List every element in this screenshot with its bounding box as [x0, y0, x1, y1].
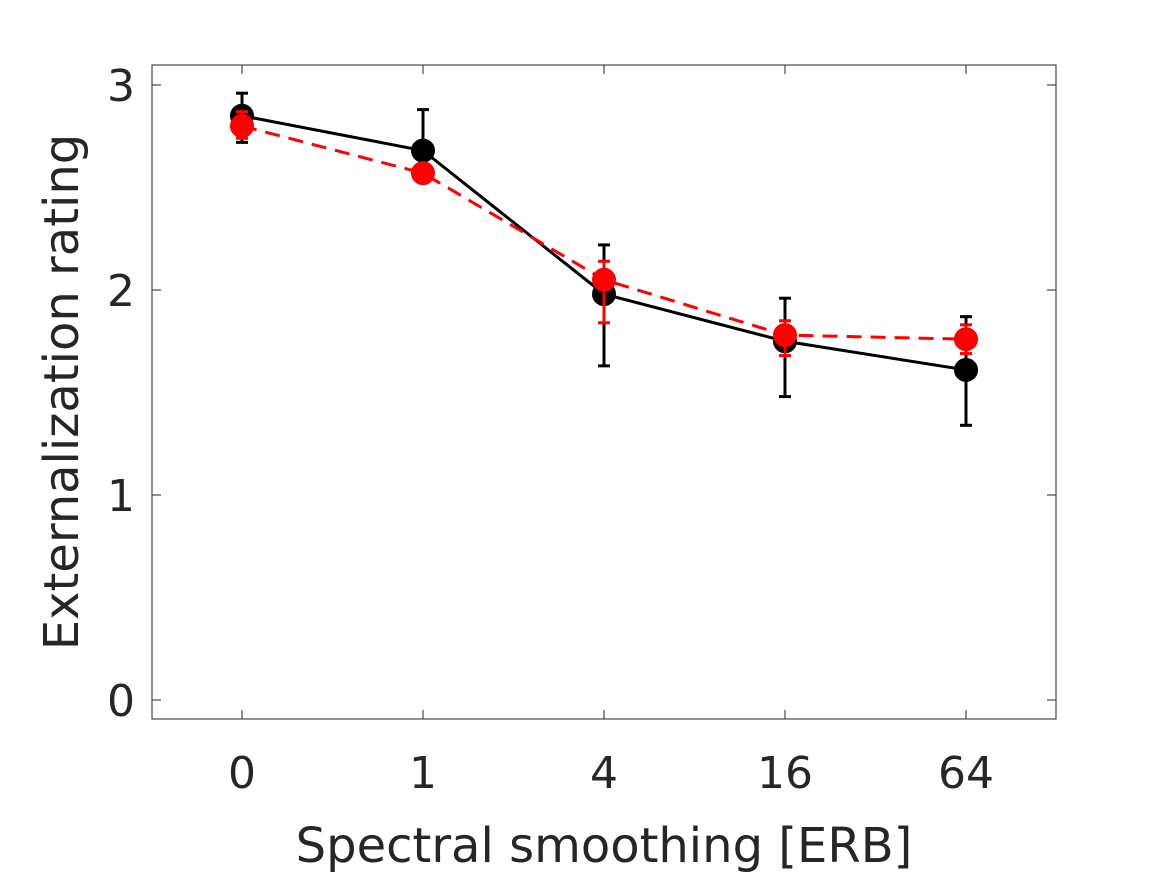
- data-point: [954, 357, 978, 382]
- data-point: [411, 138, 435, 163]
- series-layer: [230, 91, 978, 427]
- plot-area: [151, 64, 1057, 720]
- data-point: [773, 323, 797, 348]
- data-point: [592, 267, 616, 292]
- x-tick-label: 16: [757, 748, 813, 799]
- data-point: [230, 114, 254, 138]
- y-tick-label: 0: [107, 676, 135, 727]
- axis-ticks: [152, 65, 1056, 719]
- y-tick-label: 2: [107, 266, 135, 317]
- x-tick-label: 64: [938, 748, 994, 799]
- y-axis-title: Externalization rating: [34, 134, 90, 651]
- data-point: [411, 161, 435, 186]
- tick-labels: 0 1 4 16 64 0 1 2 3: [107, 61, 994, 799]
- x-tick-label: 4: [590, 748, 618, 799]
- y-tick-label: 1: [107, 471, 135, 522]
- series-2: [230, 110, 978, 358]
- x-tick-label: 1: [409, 748, 437, 799]
- data-point: [954, 327, 978, 352]
- y-tick-label: 3: [107, 61, 135, 112]
- x-tick-label: 0: [228, 748, 256, 799]
- x-axis-title: Spectral smoothing [ERB]: [296, 818, 913, 874]
